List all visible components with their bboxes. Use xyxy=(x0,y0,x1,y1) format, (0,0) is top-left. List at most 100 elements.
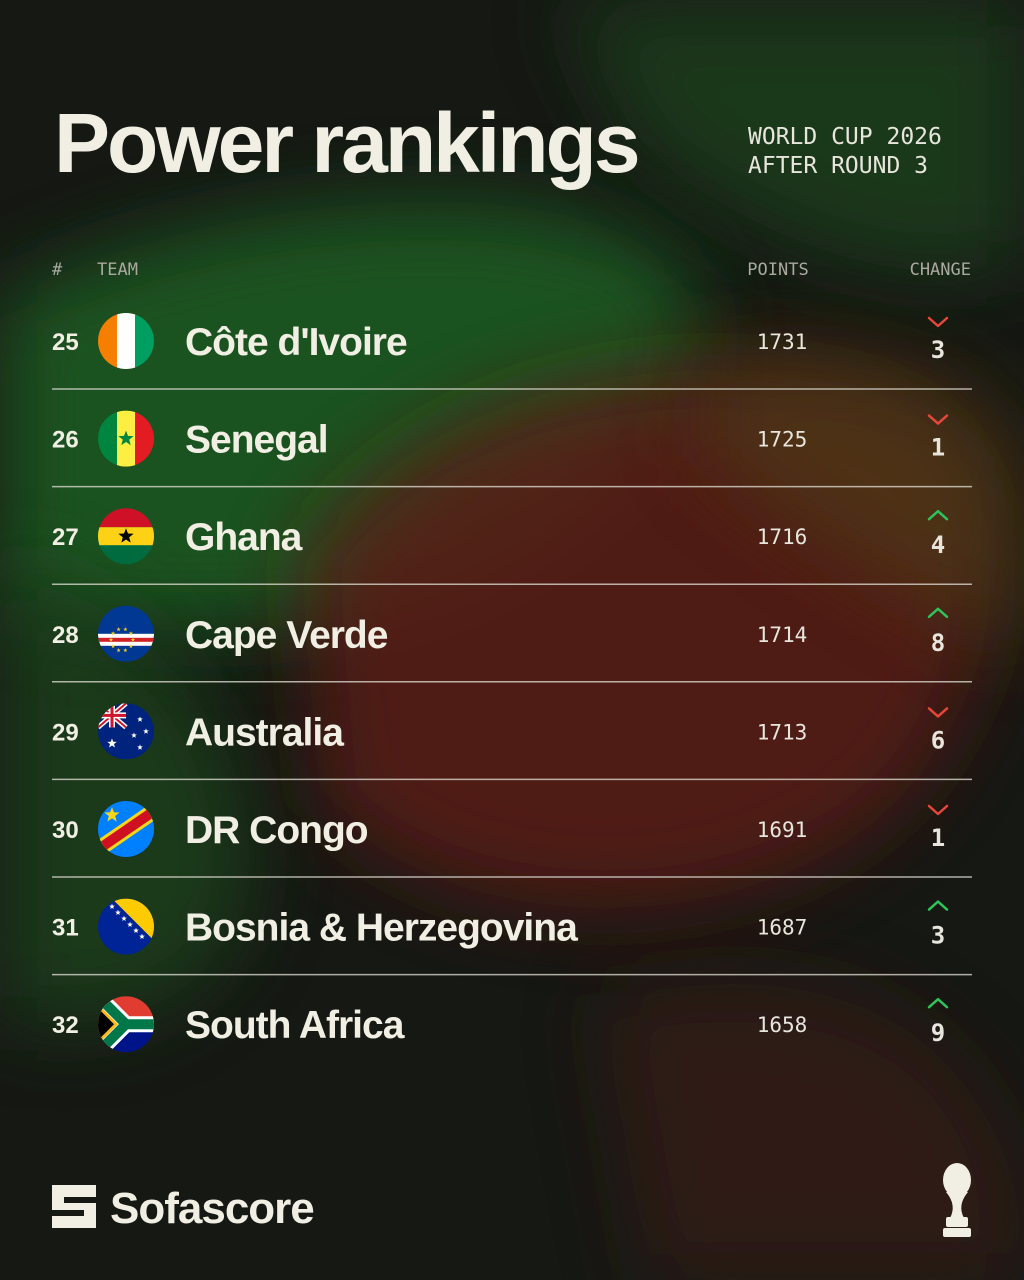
flag-part xyxy=(130,637,136,642)
ranking-row: 26 Senegal 1725 1 xyxy=(52,410,972,488)
flag-part xyxy=(98,410,117,467)
team-name: Senegal xyxy=(185,419,328,462)
flag-part xyxy=(111,631,116,636)
flag xyxy=(98,508,154,565)
flag-part xyxy=(133,927,139,934)
flag-part xyxy=(127,921,133,928)
ranking-row: 27 Ghana 1716 4 xyxy=(52,508,972,585)
change: 6 xyxy=(931,726,945,754)
flag-part xyxy=(118,528,134,543)
flag xyxy=(98,410,154,467)
arrow-up xyxy=(927,509,949,521)
flag-part xyxy=(121,915,127,922)
points: 1731 xyxy=(757,330,808,354)
arrow-down xyxy=(927,804,949,816)
flag-part xyxy=(128,631,133,636)
flag xyxy=(98,313,154,369)
ranking-row: 31 Bosnia & Herzegovina 1687 3 xyxy=(52,898,972,976)
team-name: Australia xyxy=(185,711,344,754)
change: 3 xyxy=(931,922,945,950)
ranking-row: 32 South Africa 1658 9 xyxy=(52,996,949,1053)
points: 1725 xyxy=(757,428,808,452)
flag-part xyxy=(98,508,154,528)
arrow-up xyxy=(927,900,949,911)
ranking-row: 25 Côte d'Ivoire 1731 3 xyxy=(52,313,972,390)
trophy-icon xyxy=(943,1163,971,1237)
subtitle: AFTER ROUND 3 xyxy=(748,153,928,179)
column-header: CHANGE xyxy=(910,260,971,280)
points: 1658 xyxy=(757,1013,808,1037)
rank: 28 xyxy=(52,622,79,649)
team-name: Ghana xyxy=(185,516,303,559)
rank: 30 xyxy=(52,817,79,844)
flag-part xyxy=(143,728,149,734)
flag-part xyxy=(98,637,154,642)
arrow-up xyxy=(927,997,949,1009)
points: 1713 xyxy=(757,720,808,744)
change: 1 xyxy=(931,434,945,462)
team-name: Bosnia & Herzegovina xyxy=(185,907,578,950)
arrow-up xyxy=(927,607,949,619)
flag-part xyxy=(139,933,145,940)
change: 3 xyxy=(931,336,945,364)
rank: 27 xyxy=(52,524,79,551)
brand-name: Sofascore xyxy=(110,1184,314,1233)
change: 4 xyxy=(931,531,945,559)
rank: 25 xyxy=(52,329,79,356)
flag-part xyxy=(117,313,136,369)
flag-part xyxy=(116,627,121,632)
flag-part xyxy=(137,744,143,750)
brand-logo xyxy=(52,1185,96,1228)
flag-part xyxy=(137,716,143,722)
flag-part xyxy=(98,996,154,1053)
flag-part xyxy=(111,644,116,649)
flag-part xyxy=(112,898,154,941)
team-name: South Africa xyxy=(185,1004,405,1047)
flag xyxy=(98,898,154,955)
flag xyxy=(98,703,154,760)
ranking-row: 30 DR Congo 1691 1 xyxy=(52,801,972,878)
footer: Sofascore xyxy=(52,1163,971,1237)
flag-part xyxy=(108,637,114,642)
column-header: POINTS xyxy=(747,260,808,280)
flag-part xyxy=(128,644,133,649)
rank: 26 xyxy=(52,427,79,454)
flag-part xyxy=(98,545,154,565)
flag-part xyxy=(131,732,137,738)
flag-part xyxy=(109,903,115,910)
rank: 29 xyxy=(52,719,79,746)
change: 9 xyxy=(931,1019,945,1047)
flag-part xyxy=(123,648,128,653)
flag-part xyxy=(123,627,128,632)
flag-part xyxy=(98,313,117,369)
ranking-row: 28 Cape Verde 1714 8 xyxy=(52,605,972,683)
change: 8 xyxy=(931,629,945,657)
team-name: DR Congo xyxy=(185,809,368,852)
flag-part xyxy=(116,648,121,653)
flag xyxy=(98,605,154,662)
points: 1691 xyxy=(757,818,808,842)
ranking-table: 25 Côte d'Ivoire 1731 326 Senegal 1725 127 Ghan… xyxy=(52,313,972,1053)
points: 1716 xyxy=(757,525,808,549)
arrow-down xyxy=(927,707,949,718)
rank: 32 xyxy=(52,1012,79,1039)
ranking-row: 29 Australia 1713 6 xyxy=(52,703,972,781)
flag-part xyxy=(135,410,154,467)
title: Power rankings xyxy=(54,96,638,190)
flag-part xyxy=(115,909,121,916)
team-name: Cape Verde xyxy=(185,614,388,657)
flag-part xyxy=(98,1008,114,1041)
team-name: Côte d'Ivoire xyxy=(185,321,407,364)
arrow-down xyxy=(927,316,949,328)
points: 1714 xyxy=(757,623,808,647)
change: 1 xyxy=(931,824,945,852)
points: 1687 xyxy=(757,916,808,940)
rank: 31 xyxy=(52,915,79,942)
flag-part xyxy=(118,430,134,446)
column-header: # xyxy=(52,260,63,280)
flag xyxy=(98,996,154,1053)
flag-part xyxy=(135,313,154,369)
flag-part xyxy=(104,807,120,822)
